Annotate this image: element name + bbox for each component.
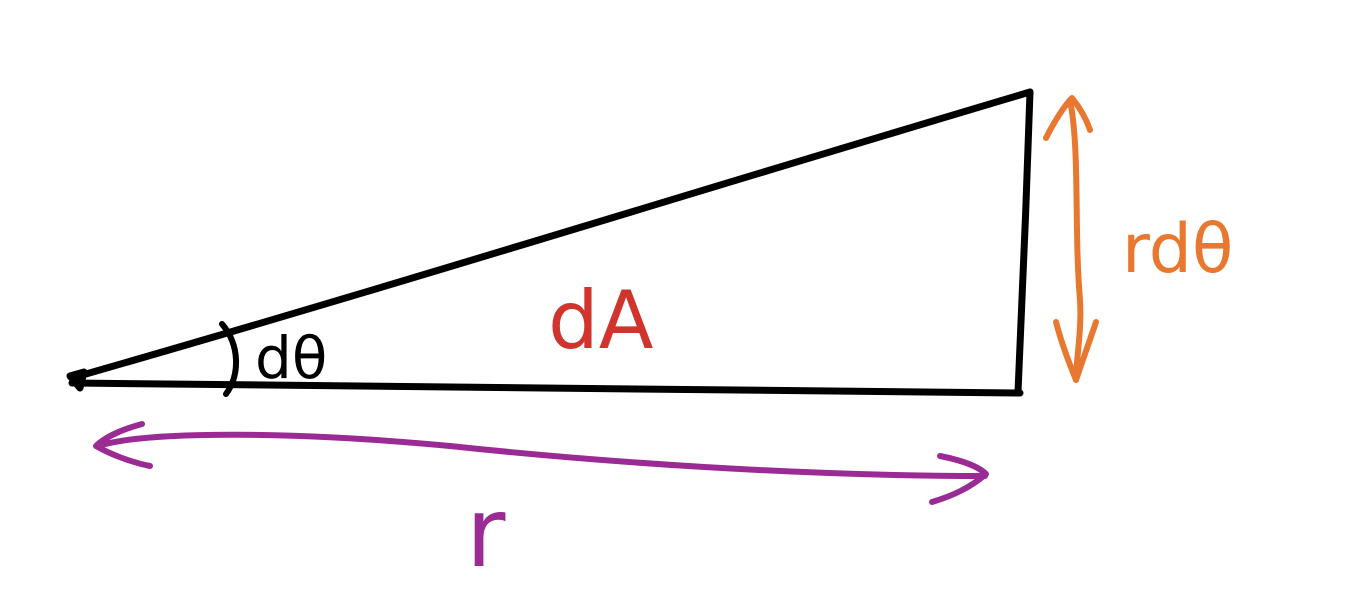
- arc-length-arrow: [1043, 95, 1099, 383]
- base-line: [68, 379, 1024, 397]
- radius-label: r: [466, 477, 506, 589]
- upper-side-line: [68, 88, 1034, 382]
- arc-arrow-shaft: [1067, 97, 1084, 383]
- radius-arrow-head-right: [929, 453, 989, 505]
- sector-triangle: [66, 88, 1034, 397]
- arc-arrow-head-bottom: [1053, 319, 1099, 383]
- angle-arc: [219, 321, 239, 397]
- area-label: dA: [548, 274, 654, 367]
- vertex-mark: [66, 368, 88, 392]
- arc-arrow-head-top: [1043, 95, 1093, 141]
- angle-label: dθ: [255, 324, 327, 392]
- radius-arrow-head-left: [93, 421, 153, 469]
- right-side-line: [1014, 88, 1034, 396]
- arc-length-label: rdθ: [1122, 210, 1234, 289]
- radius-arrow-shaft: [95, 431, 988, 479]
- radius-arrow: [93, 421, 989, 505]
